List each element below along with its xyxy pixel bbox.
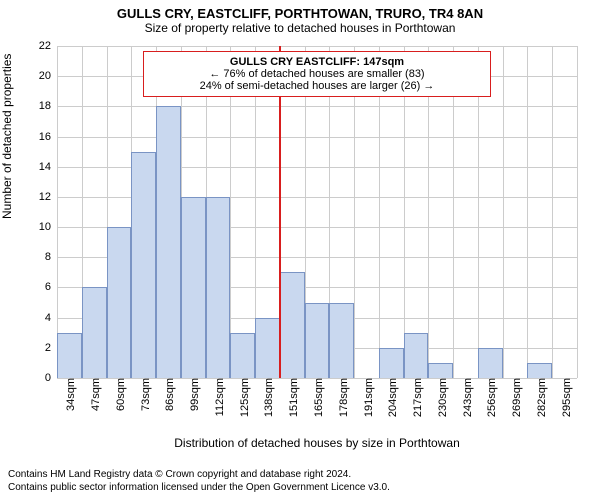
histogram-bar <box>107 227 132 378</box>
gridline-h <box>57 106 577 107</box>
property-info-box: GULLS CRY EASTCLIFF: 147sqm← 76% of deta… <box>143 51 491 97</box>
ytick-label: 12 <box>39 191 57 203</box>
attribution: Contains HM Land Registry data © Crown c… <box>8 469 592 494</box>
xtick-label: 138sqm <box>259 378 275 417</box>
histogram-bar <box>478 348 503 378</box>
gridline-v <box>577 46 578 378</box>
xtick-label: 73sqm <box>136 378 152 411</box>
attribution-line2: Contains public sector information licen… <box>8 482 592 495</box>
ytick-label: 22 <box>39 40 57 52</box>
histogram-bar <box>329 303 354 378</box>
histogram-bar <box>156 106 181 378</box>
chart-subtitle: Size of property relative to detached ho… <box>0 21 600 35</box>
histogram-bar <box>181 197 206 378</box>
ytick-label: 14 <box>39 161 57 173</box>
xtick-label: 269sqm <box>507 378 523 417</box>
xtick-label: 165sqm <box>309 378 325 417</box>
ytick-label: 4 <box>45 312 57 324</box>
ytick-label: 6 <box>45 281 57 293</box>
attribution-line1: Contains HM Land Registry data © Crown c… <box>8 469 592 482</box>
xtick-label: 217sqm <box>408 378 424 417</box>
chart-title: GULLS CRY, EASTCLIFF, PORTHTOWAN, TRURO,… <box>0 0 600 21</box>
histogram-bar <box>379 348 404 378</box>
histogram-bar <box>428 363 453 378</box>
histogram-bar <box>230 333 255 378</box>
xtick-label: 230sqm <box>433 378 449 417</box>
histogram-bar <box>255 318 280 378</box>
histogram-bar <box>57 333 82 378</box>
subtitle-text: Size of property relative to detached ho… <box>145 21 456 35</box>
histogram-bar <box>206 197 231 378</box>
ytick-label: 20 <box>39 70 57 82</box>
xtick-label: 125sqm <box>235 378 251 417</box>
gridline-v <box>503 46 504 378</box>
gridline-v <box>57 46 58 378</box>
chart-container: GULLS CRY, EASTCLIFF, PORTHTOWAN, TRURO,… <box>0 0 600 500</box>
xtick-label: 86sqm <box>160 378 176 411</box>
xtick-label: 178sqm <box>334 378 350 417</box>
y-axis-label: Number of detached properties <box>0 205 14 219</box>
gridline-v <box>552 46 553 378</box>
xtick-label: 99sqm <box>185 378 201 411</box>
xtick-label: 112sqm <box>210 378 226 416</box>
ytick-label: 0 <box>45 372 57 384</box>
gridline-v <box>527 46 528 378</box>
xtick-label: 34sqm <box>61 378 77 411</box>
histogram-bar <box>404 333 429 378</box>
xtick-label: 204sqm <box>383 378 399 417</box>
info-header: GULLS CRY EASTCLIFF: 147sqm <box>152 56 482 68</box>
histogram-bar <box>82 287 107 378</box>
ytick-label: 8 <box>45 251 57 263</box>
xtick-label: 243sqm <box>458 378 474 417</box>
info-line2: 24% of semi-detached houses are larger (… <box>152 80 482 92</box>
xtick-label: 282sqm <box>532 378 548 417</box>
histogram-bar <box>131 152 156 378</box>
info-line1: ← 76% of detached houses are smaller (83… <box>152 68 482 80</box>
histogram-bar <box>527 363 552 378</box>
xtick-label: 256sqm <box>482 378 498 417</box>
title-text: GULLS CRY, EASTCLIFF, PORTHTOWAN, TRURO,… <box>117 6 483 21</box>
gridline-h <box>57 137 577 138</box>
ytick-label: 10 <box>39 221 57 233</box>
xtick-label: 295sqm <box>557 378 573 417</box>
histogram-bar <box>280 272 305 378</box>
xtick-label: 191sqm <box>359 378 375 417</box>
xtick-label: 151sqm <box>284 378 300 417</box>
ytick-label: 16 <box>39 131 57 143</box>
histogram-bar <box>305 303 330 378</box>
xtick-label: 47sqm <box>86 378 102 411</box>
plot-area: 024681012141618202234sqm47sqm60sqm73sqm8… <box>57 46 577 378</box>
xtick-label: 60sqm <box>111 378 127 411</box>
x-axis-label: Distribution of detached houses by size … <box>57 436 577 450</box>
ytick-label: 2 <box>45 342 57 354</box>
gridline-h <box>57 46 577 47</box>
ytick-label: 18 <box>39 100 57 112</box>
